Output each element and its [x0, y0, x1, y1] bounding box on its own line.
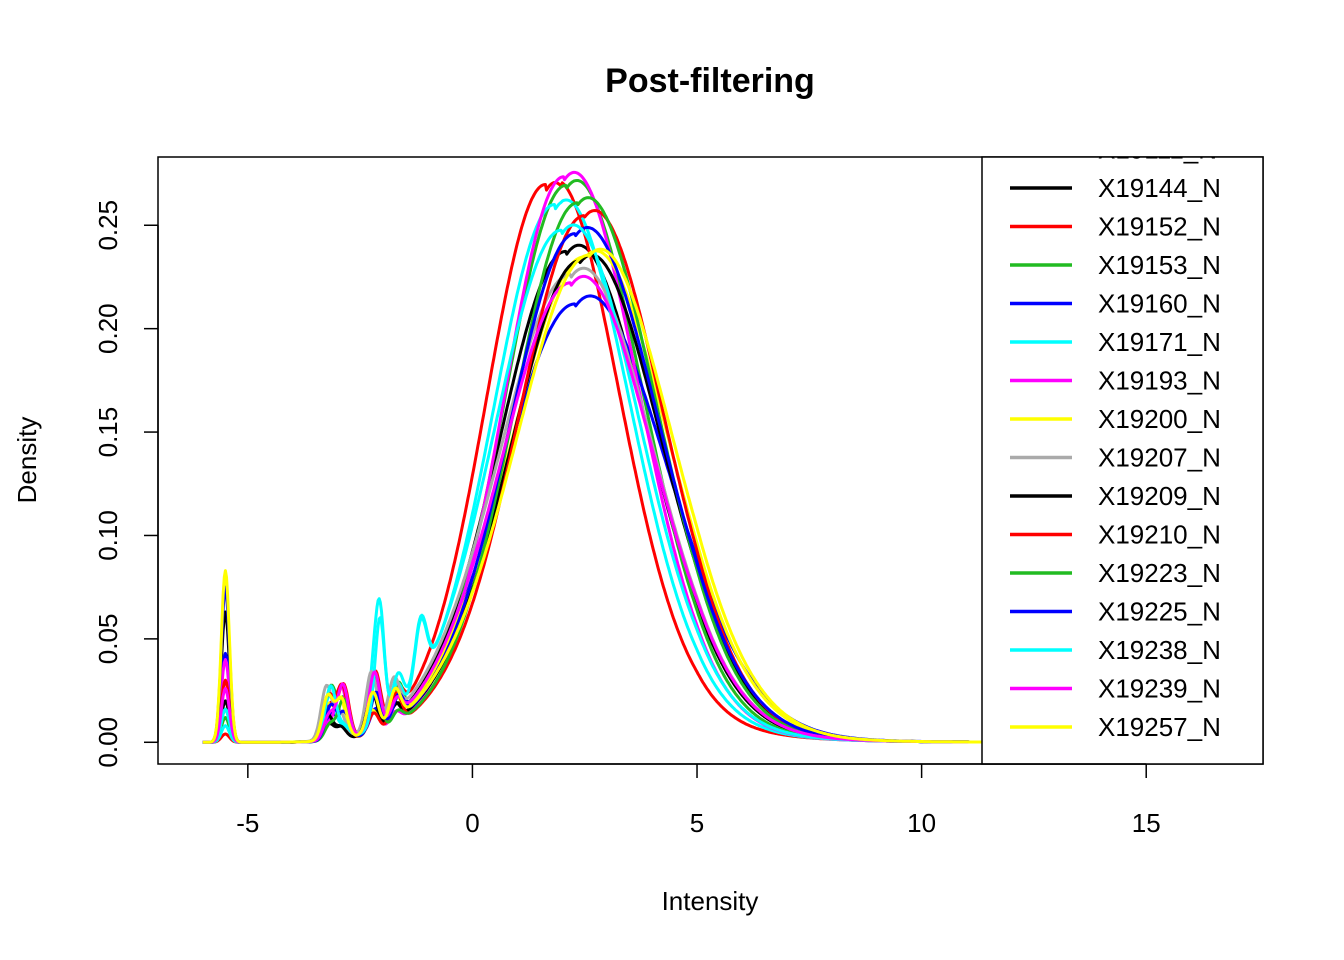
legend-label: X19152_N	[1098, 212, 1221, 242]
legend-label: X19209_N	[1098, 481, 1221, 511]
legend-label-partial: X19111_N	[1098, 135, 1217, 165]
y-tick-label: 0.05	[93, 614, 123, 665]
x-tick-label: 5	[690, 808, 704, 838]
legend-label: X19223_N	[1098, 558, 1221, 588]
x-tick-label: 0	[465, 808, 479, 838]
legend-label: X19144_N	[1098, 173, 1221, 203]
legend-label: X19210_N	[1098, 520, 1221, 550]
legend-label: X19193_N	[1098, 366, 1221, 396]
y-tick-label: 0.15	[93, 407, 123, 458]
y-axis-label: Density	[12, 417, 42, 504]
y-axis: 0.00 0.05 0.10 0.15 0.20 0.25	[93, 200, 159, 768]
legend-label: X19225_N	[1098, 597, 1221, 627]
y-tick-label: 0.25	[93, 200, 123, 251]
y-tick-label: 0.10	[93, 510, 123, 561]
x-tick-label: 15	[1132, 808, 1161, 838]
y-tick-label: 0.20	[93, 303, 123, 354]
legend-label: X19238_N	[1098, 635, 1221, 665]
x-axis-label: Intensity	[662, 886, 759, 916]
y-tick-label: 0.00	[93, 717, 123, 768]
x-tick-label: 10	[907, 808, 936, 838]
legend-label: X19171_N	[1098, 327, 1221, 357]
legend-label: X19153_N	[1098, 250, 1221, 280]
legend-background	[982, 157, 1263, 764]
legend: X19111_N X19144_N X19152_N X19153_N X19160_N…	[981, 135, 1264, 765]
legend-label: X19239_N	[1098, 674, 1221, 704]
legend-label: X19160_N	[1098, 289, 1221, 319]
legend-label: X19207_N	[1098, 443, 1221, 473]
x-axis: -5 0 5 10 15	[236, 763, 1161, 838]
legend-label: X19200_N	[1098, 404, 1221, 434]
chart-title: Post-filtering	[605, 62, 815, 100]
legend-label: X19257_N	[1098, 712, 1221, 742]
x-tick-label: -5	[236, 808, 259, 838]
